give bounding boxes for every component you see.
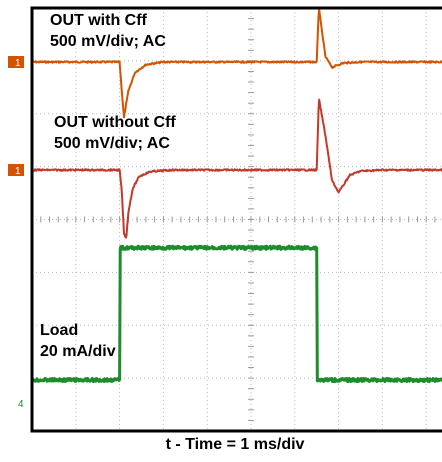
trace-label-line2: 20 mA/div [40,343,116,360]
trace-label-line2: 500 mV/div; AC [50,33,166,50]
channel-marker-bg [8,164,24,176]
trace-out_without_cff [31,98,442,239]
channel-marker-label: 1 [15,58,21,69]
trace-label-line2: 500 mV/div; AC [54,135,170,152]
channel-marker-bg [8,56,24,68]
trace-label-line1: OUT without Cff [54,114,176,131]
trace-label-line1: OUT with Cff [50,12,147,29]
trace-label-line1: Load [40,322,79,339]
trace-out_with_cff [31,8,442,119]
graticule [31,7,442,432]
x-axis-label: t - Time = 1 ms/div [165,436,305,453]
trace-label-out_without_cff: OUT without Cff 500 mV/div; AC [54,112,176,154]
trace-load [30,244,442,384]
traces [30,8,442,384]
plot-frame [30,6,442,433]
channel-marker-label: 1 [15,166,21,177]
channel-marker-label: 4 [18,399,24,410]
trace-label-load: Load 20 mA/div [40,320,116,362]
channel-markers: 1 1 4 [8,56,24,410]
trace-label-out_with_cff: OUT with Cff 500 mV/div; AC [50,10,166,52]
